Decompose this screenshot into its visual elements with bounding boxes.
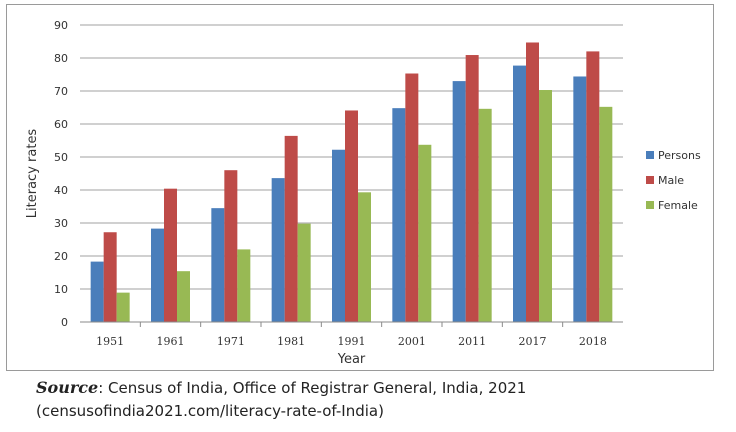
- bar-female-1981: [297, 223, 311, 322]
- bar-persons-2001: [392, 108, 406, 322]
- x-tick-label: 1991: [338, 335, 366, 348]
- bar-male-2001: [405, 73, 419, 322]
- bar-persons-1971: [211, 208, 225, 322]
- x-tick-label: 1981: [277, 335, 305, 348]
- bar-male-1951: [103, 232, 117, 322]
- legend-swatch-female: [646, 201, 654, 209]
- bar-persons-2018: [573, 76, 587, 322]
- bar-male-2011: [465, 55, 479, 322]
- y-tick-label: 90: [54, 19, 68, 32]
- x-tick-label: 1971: [217, 335, 245, 348]
- y-tick-label: 80: [54, 52, 68, 65]
- literacy-bar-chart: 0 10 20 30 40 50 60 70 80 90 1951 1961 1971 1981 1991…: [25, 19, 701, 367]
- source-label: Source: [36, 378, 99, 397]
- bar-male-1981: [284, 135, 298, 322]
- legend-label-persons: Persons: [658, 149, 701, 162]
- x-tick-label: 2017: [519, 335, 547, 348]
- y-tick-label: 20: [54, 250, 68, 263]
- source-note: Source: Census of India, Office of Regis…: [36, 376, 726, 423]
- bar-male-1971: [224, 170, 238, 322]
- y-tick-label: 60: [54, 118, 68, 131]
- bar-female-2001: [418, 144, 432, 322]
- legend-label-female: Female: [658, 199, 698, 212]
- bar-female-2018: [599, 106, 613, 322]
- x-tick-label: 2011: [458, 335, 486, 348]
- bars: [90, 42, 613, 323]
- bar-female-1971: [237, 249, 251, 322]
- bar-persons-2011: [452, 81, 466, 322]
- bar-female-1951: [116, 292, 130, 322]
- y-tick-label: 30: [54, 217, 68, 230]
- source-url: (censusofindia2021.com/literacy-rate-of-…: [36, 402, 384, 420]
- x-tick-label: 1951: [96, 335, 124, 348]
- bar-female-2011: [478, 108, 492, 322]
- legend-label-male: Male: [658, 174, 684, 187]
- bar-persons-1951: [90, 261, 104, 322]
- y-tick-label: 50: [54, 151, 68, 164]
- bar-female-1961: [177, 271, 190, 322]
- y-axis-title: Literacy rates: [25, 129, 40, 219]
- bar-female-2017: [539, 90, 552, 322]
- legend-swatch-persons: [646, 151, 654, 159]
- bar-persons-2017: [513, 65, 526, 322]
- x-tick-label: 2018: [579, 335, 607, 348]
- y-tick-labels: 0 10 20 30 40 50 60 70 80 90: [54, 19, 68, 329]
- source-line: Source: Census of India, Office of Regis…: [36, 376, 726, 400]
- bar-male-1991: [345, 110, 358, 322]
- bar-persons-1991: [332, 149, 345, 322]
- x-axis-title: Year: [337, 352, 366, 367]
- x-tick-label: 2001: [398, 335, 426, 348]
- x-tick-labels: 1951 1961 1971 1981 1991 2001 2011 2017 2018: [96, 322, 607, 348]
- bar-female-1991: [358, 192, 371, 322]
- legend-swatch-male: [646, 176, 654, 184]
- source-text: : Census of India, Office of Registrar G…: [98, 379, 527, 397]
- bar-male-1961: [164, 188, 177, 322]
- bar-persons-1981: [271, 178, 285, 322]
- legend: Persons Male Female: [646, 149, 701, 212]
- bar-male-2017: [526, 42, 539, 323]
- y-tick-label: 0: [61, 316, 68, 329]
- x-tick-label: 1961: [157, 335, 185, 348]
- bar-persons-1961: [151, 228, 164, 322]
- y-tick-label: 10: [54, 283, 68, 296]
- y-tick-label: 70: [54, 85, 68, 98]
- y-tick-label: 40: [54, 184, 68, 197]
- bar-male-2018: [586, 51, 600, 323]
